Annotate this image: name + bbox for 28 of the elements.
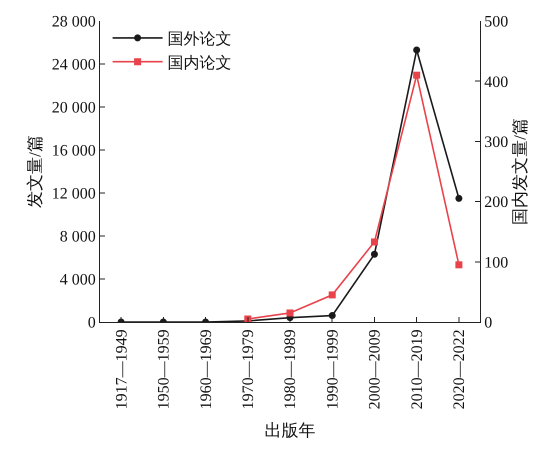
y2-tick-label: 400: [484, 74, 508, 91]
legend-label: 国内论文: [168, 54, 232, 72]
y-tick-label: 16 000: [52, 142, 96, 160]
x-axis-title: 出版年: [264, 420, 316, 440]
y-tick-label: 24 000: [52, 56, 96, 74]
x-tick-label: 1980—1989: [282, 329, 300, 410]
y-axis-title: 发文量/篇: [25, 135, 44, 208]
x-tick-label: 1917—1949: [113, 329, 130, 410]
x-tick-label: 2000—2009: [366, 329, 384, 410]
y2-tick-label: 100: [484, 254, 508, 272]
x-tick-label: 2010—2019: [408, 329, 426, 410]
y2-tick-label: 200: [484, 194, 508, 212]
y2-axis-title: 国内发文量/篇: [510, 118, 530, 225]
x-tick-label: 1960—1969: [198, 329, 215, 410]
legend-label: 国外论文: [168, 30, 232, 48]
x-tick-label: 1950—1959: [156, 329, 173, 410]
y2-tick-label: 0: [484, 314, 492, 332]
y-tick-label: 8 000: [60, 228, 96, 246]
x-tick-label: 1990—1999: [324, 329, 342, 410]
y-tick-label: 20 000: [52, 100, 96, 117]
x-tick-label: 1970—1979: [240, 329, 257, 410]
y-tick-label: 28 000: [52, 14, 96, 31]
y2-tick-label: 500: [484, 14, 508, 31]
y-tick-label: 12 000: [52, 186, 96, 203]
y2-tick-label: 300: [484, 134, 508, 151]
x-tick-label: 2020—2022: [451, 329, 468, 410]
y-tick-label: 0: [88, 314, 96, 332]
y-tick-label: 4 000: [60, 272, 96, 289]
